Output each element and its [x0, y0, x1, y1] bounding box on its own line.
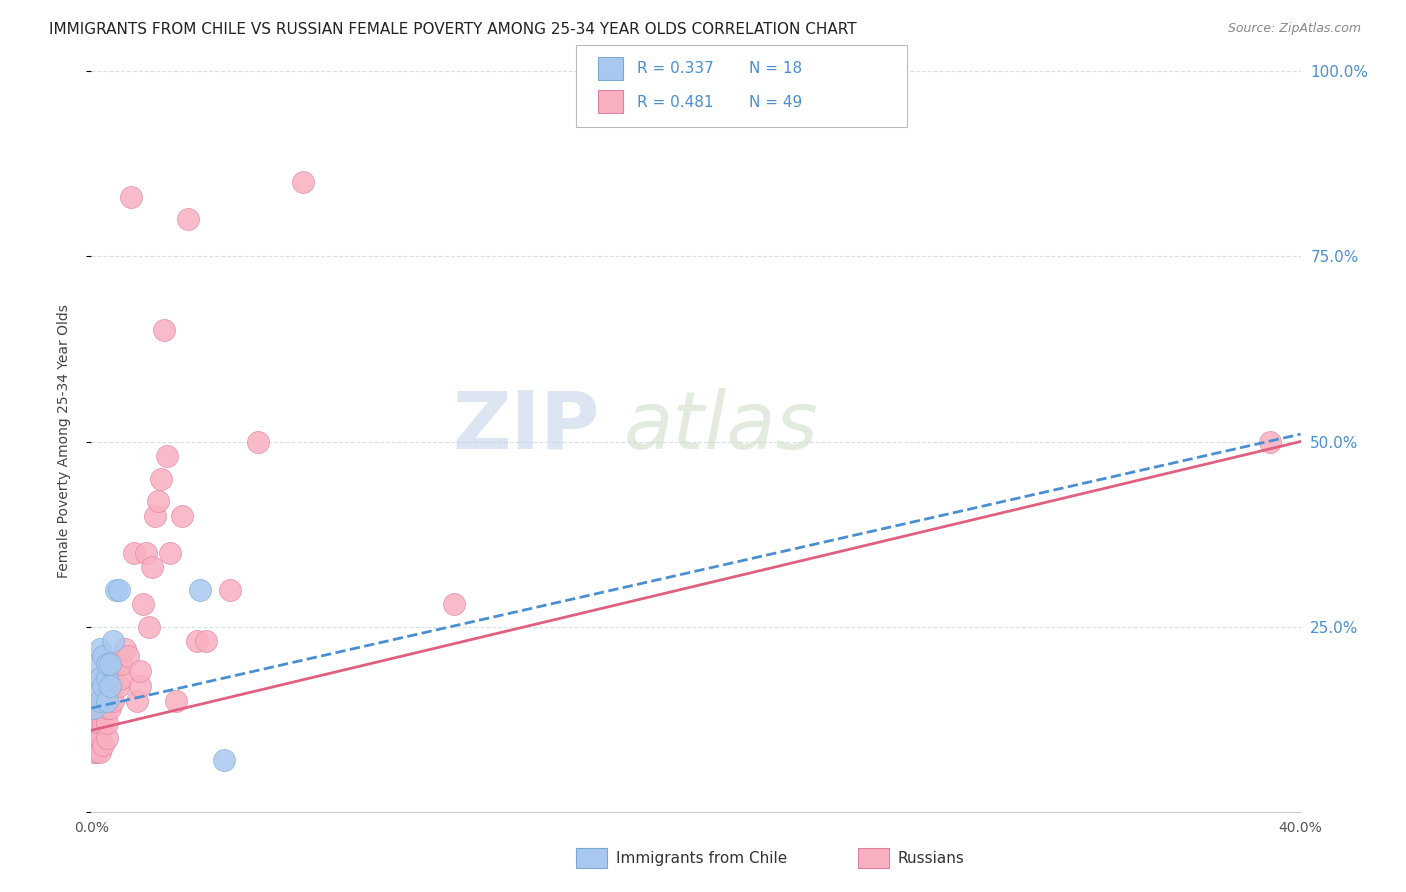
Text: IMMIGRANTS FROM CHILE VS RUSSIAN FEMALE POVERTY AMONG 25-34 YEAR OLDS CORRELATIO: IMMIGRANTS FROM CHILE VS RUSSIAN FEMALE …: [49, 22, 856, 37]
Point: [165, 694, 187, 708]
Point: [114, 641, 136, 656]
Point: [107, 679, 129, 693]
Point: [128, 679, 150, 693]
Point: [93, 738, 115, 752]
Point: [146, 493, 169, 508]
Point: [96, 657, 118, 671]
Point: [101, 694, 124, 708]
Y-axis label: Female Poverty Among 25-34 Year Olds: Female Poverty Among 25-34 Year Olds: [56, 304, 70, 579]
Point: [156, 450, 179, 464]
Point: [143, 508, 166, 523]
Point: [98, 701, 121, 715]
Point: [93, 679, 115, 693]
Point: [111, 657, 132, 671]
Point: [107, 582, 129, 597]
Point: [177, 212, 200, 227]
Point: [83, 746, 105, 760]
Point: [83, 715, 105, 730]
Point: [128, 664, 150, 678]
Point: [188, 582, 211, 597]
Point: [83, 731, 105, 745]
Point: [214, 753, 236, 767]
Point: [86, 731, 108, 745]
Point: [153, 324, 176, 338]
Point: [117, 649, 139, 664]
Point: [101, 634, 124, 648]
Point: [138, 619, 160, 633]
Point: [246, 434, 269, 449]
Text: Russians: Russians: [897, 851, 965, 865]
Text: N = 49: N = 49: [749, 95, 803, 110]
Point: [86, 679, 108, 693]
Point: [135, 546, 157, 560]
Point: [96, 731, 118, 745]
Text: ZIP: ZIP: [451, 388, 599, 466]
Point: [89, 715, 111, 730]
Point: [104, 582, 127, 597]
Text: R = 0.481: R = 0.481: [637, 95, 713, 110]
Point: [96, 715, 118, 730]
Point: [141, 560, 163, 574]
Point: [86, 746, 108, 760]
Point: [120, 190, 142, 204]
Point: [89, 731, 111, 745]
Point: [83, 701, 105, 715]
Point: [125, 694, 148, 708]
Point: [89, 746, 111, 760]
Point: [122, 546, 145, 560]
Point: [96, 701, 118, 715]
Point: [98, 679, 121, 693]
Point: [149, 471, 172, 485]
Point: [93, 649, 115, 664]
Point: [1260, 434, 1282, 449]
Point: [132, 598, 155, 612]
Point: [89, 641, 111, 656]
Point: [86, 701, 108, 715]
Text: Source: ZipAtlas.com: Source: ZipAtlas.com: [1227, 22, 1361, 36]
Point: [86, 657, 108, 671]
Point: [104, 657, 127, 671]
Point: [195, 634, 218, 648]
Point: [172, 508, 194, 523]
Point: [89, 701, 111, 715]
Text: atlas: atlas: [623, 388, 818, 466]
Point: [159, 546, 181, 560]
Point: [89, 694, 111, 708]
Text: N = 18: N = 18: [749, 62, 803, 76]
Point: [93, 715, 115, 730]
Point: [98, 657, 121, 671]
Point: [89, 672, 111, 686]
Point: [186, 634, 208, 648]
Point: [219, 582, 242, 597]
Point: [443, 598, 465, 612]
Point: [111, 672, 132, 686]
Text: R = 0.337: R = 0.337: [637, 62, 714, 76]
Point: [96, 672, 118, 686]
Point: [96, 694, 118, 708]
Point: [101, 679, 124, 693]
Point: [292, 175, 315, 190]
Text: Immigrants from Chile: Immigrants from Chile: [616, 851, 787, 865]
